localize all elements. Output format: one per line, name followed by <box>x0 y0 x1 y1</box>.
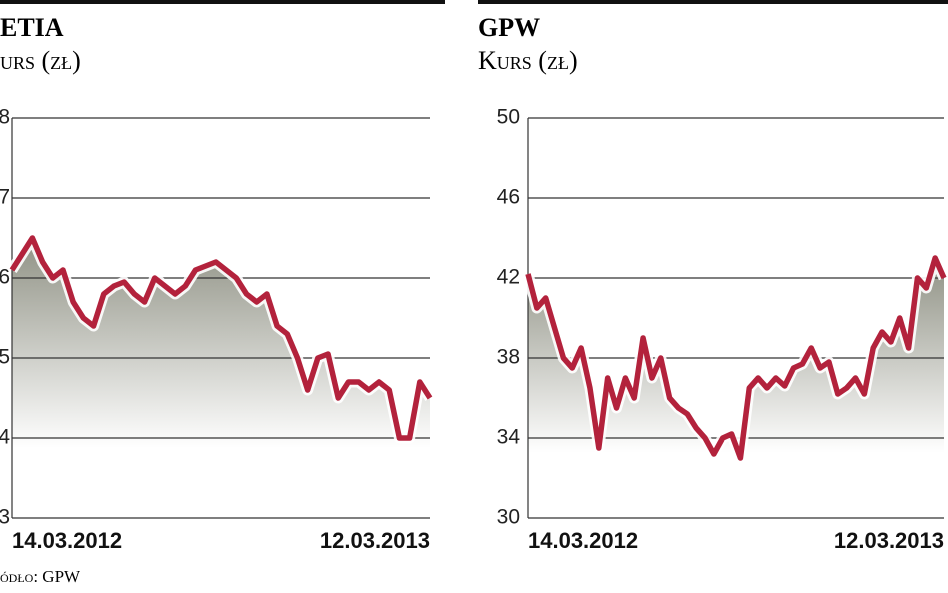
chart-title: ETIA <box>0 13 64 42</box>
line <box>525 255 947 461</box>
y-tick-label: 4 <box>0 426 10 449</box>
source: ódło: GPW <box>0 567 81 586</box>
y-tick-label: 8 <box>0 106 10 129</box>
x-tick-label: 12.03.2013 <box>834 528 944 553</box>
top-rule <box>0 0 445 4</box>
y-tick-label: 7 <box>0 186 10 209</box>
area <box>12 238 430 518</box>
y-tick-label: 38 <box>497 346 520 369</box>
x-tick-label: 14.03.2012 <box>528 528 638 553</box>
y-tick-label: 42 <box>497 266 520 289</box>
chart-subtitle: Kurs (zł) <box>478 46 578 75</box>
y-tick-label: 46 <box>497 186 520 209</box>
y-tick-label: 50 <box>497 106 520 129</box>
line <box>9 235 433 441</box>
chart-title: GPW <box>478 13 540 42</box>
y-tick-label: 3 <box>0 506 10 529</box>
x-tick-label: 12.03.2013 <box>320 528 430 553</box>
y-tick-label: 30 <box>497 506 520 529</box>
x-tick-label: 14.03.2012 <box>12 528 122 553</box>
y-tick-label: 6 <box>0 266 10 289</box>
area <box>528 258 944 518</box>
y-tick-label: 5 <box>0 346 10 369</box>
chart-subtitle: urs (zł) <box>0 46 81 75</box>
top-rule <box>478 0 948 4</box>
y-tick-label: 34 <box>497 426 521 449</box>
